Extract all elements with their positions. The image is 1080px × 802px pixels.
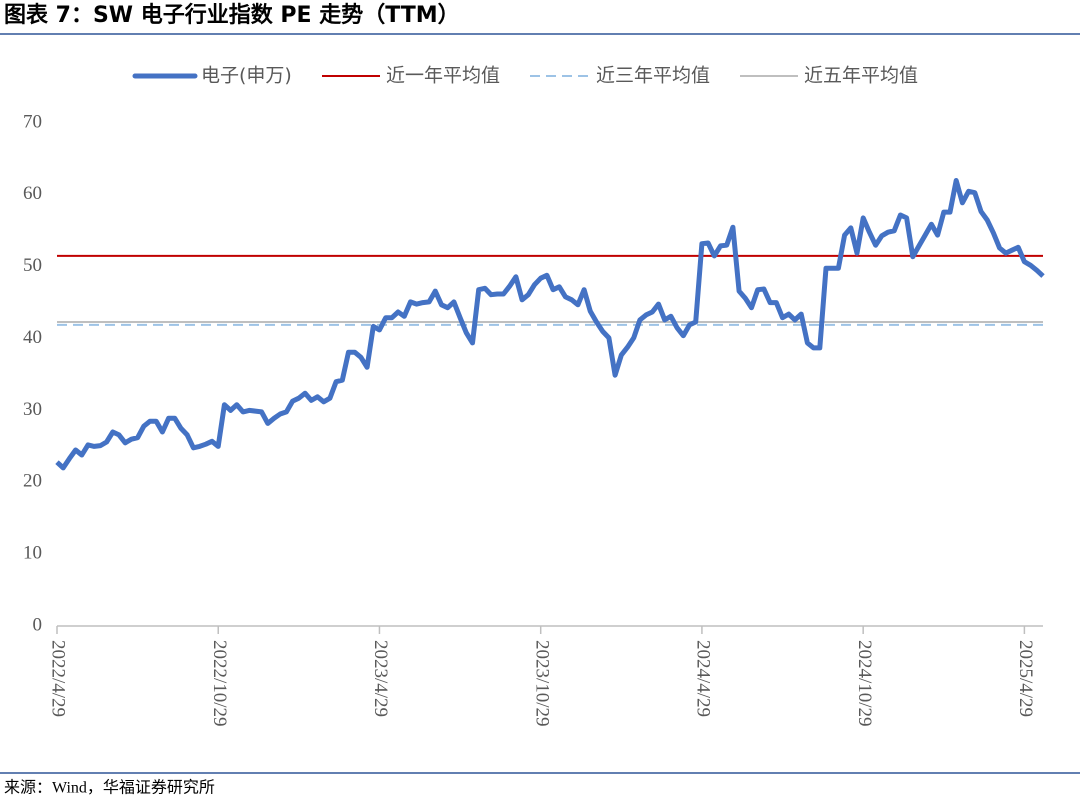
source: 来源：Wind，华福证券研究所	[4, 779, 215, 797]
x-tick-label: 2022/4/29	[48, 640, 69, 717]
y-tick-label: 40	[23, 327, 42, 348]
pe-line	[55, 178, 1045, 471]
chart-title: 图表 7：SW 电子行业指数 PE 走势（TTM）	[4, 2, 460, 28]
y-tick-label: 50	[23, 255, 42, 276]
legend-label: 近五年平均值	[804, 65, 918, 87]
x-tick-label: 2023/10/29	[531, 640, 552, 727]
x-tick-label: 2022/10/29	[209, 640, 230, 727]
x-tick-label: 2025/4/29	[1015, 640, 1036, 717]
legend-label: 近一年平均值	[386, 65, 500, 87]
y-tick-label: 70	[23, 111, 42, 132]
x-tick-label: 2024/10/29	[854, 640, 875, 727]
y-tick-label: 30	[23, 399, 42, 420]
y-tick-label: 0	[33, 614, 43, 635]
y-tick-label: 10	[23, 543, 42, 564]
legend-label: 电子(申万)	[201, 65, 292, 87]
x-tick-label: 2024/4/29	[693, 640, 714, 717]
legend-label: 近三年平均值	[596, 65, 710, 87]
y-tick-label: 60	[23, 183, 42, 204]
x-tick-label: 2023/4/29	[370, 640, 391, 717]
y-tick-label: 20	[23, 471, 42, 492]
